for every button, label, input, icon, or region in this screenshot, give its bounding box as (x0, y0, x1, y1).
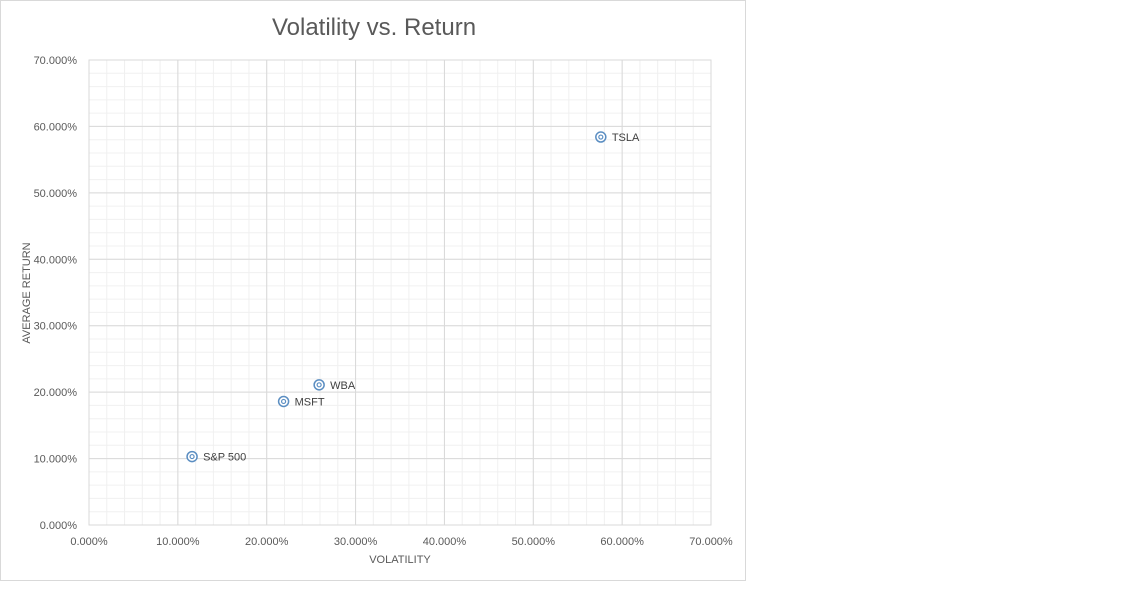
chart-title: Volatility vs. Return (272, 14, 476, 41)
data-point-label: MSFT (295, 396, 325, 408)
x-tick-label: 20.000% (245, 536, 289, 548)
minor-gridlines (88, 59, 712, 526)
x-tick-label: 40.000% (423, 536, 467, 548)
x-axis-tick-labels: 0.000% 10.000% 20.000% 30.000% 40.000% 50.000… (70, 536, 733, 548)
chart-area: 0.000% 10.000% 20.000% 30.000% 40.000% 50.000… (0, 0, 746, 581)
x-tick-label: 30.000% (334, 536, 378, 548)
data-point: TSLA (595, 131, 640, 144)
scatter-chart: 0.000% 10.000% 20.000% 30.000% 40.000% 50.000… (21, 14, 733, 566)
data-point: S&P 500 (186, 450, 246, 464)
y-tick-label: 10.000% (34, 454, 78, 466)
y-axis-tick-labels: 0.000% 10.000% 20.000% 30.000% 40.000% 50.000… (34, 55, 78, 532)
data-point-marker (186, 450, 198, 463)
y-tick-label: 30.000% (34, 321, 78, 333)
y-tick-label: 20.000% (34, 387, 78, 399)
data-point-marker (277, 395, 290, 408)
data-point: WBA (313, 379, 356, 392)
y-tick-label: 0.000% (40, 520, 78, 532)
x-tick-label: 50.000% (512, 536, 556, 548)
data-point-marker (595, 131, 607, 143)
y-tick-label: 70.000% (34, 55, 78, 67)
major-gridlines (88, 59, 712, 526)
plot-area (88, 59, 712, 526)
x-axis-title: VOLATILITY (369, 554, 431, 566)
data-point-label: WBA (330, 380, 356, 392)
x-tick-label: 0.000% (70, 536, 108, 548)
y-tick-label: 60.000% (34, 121, 78, 133)
data-point-marker-inner (189, 453, 195, 460)
data-point-label: S&P 500 (203, 452, 246, 464)
x-tick-label: 10.000% (156, 536, 200, 548)
x-tick-label: 70.000% (689, 536, 733, 548)
data-point-label: TSLA (612, 132, 640, 144)
y-axis-title: AVERAGE RETURN (21, 242, 33, 343)
data-point-marker (313, 379, 325, 391)
data-point-marker-inner (280, 398, 287, 405)
x-tick-label: 60.000% (600, 536, 644, 548)
y-tick-label: 50.000% (34, 188, 78, 200)
y-tick-label: 40.000% (34, 254, 78, 266)
data-point-marker-inner (316, 382, 322, 388)
data-point: MSFT (277, 395, 325, 408)
data-points: S&P 500 MSFT WBA TSLA (186, 131, 640, 464)
data-point-marker-inner (598, 134, 604, 140)
